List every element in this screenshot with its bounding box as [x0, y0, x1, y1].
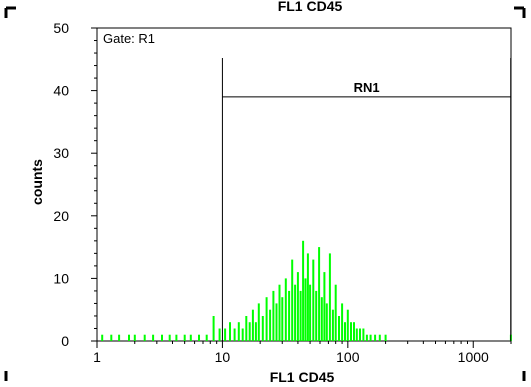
- histogram-bar: [315, 290, 318, 341]
- histogram-bar: [168, 334, 171, 341]
- histogram-bar: [254, 322, 257, 341]
- region-label: RN1: [354, 80, 380, 95]
- histogram-bar: [128, 334, 130, 341]
- histogram-bar: [291, 259, 294, 341]
- histogram-bar: [233, 328, 236, 341]
- histogram-bar: [306, 253, 309, 341]
- x-axis: 1 10 100 1000: [93, 341, 512, 365]
- y-tick-label: 40: [53, 83, 69, 99]
- histogram-bar: [299, 290, 302, 341]
- histogram-bar: [362, 328, 365, 341]
- y-tick-label: 10: [53, 270, 69, 286]
- histogram-bar: [378, 334, 381, 341]
- histogram-bar: [101, 334, 104, 341]
- histogram-bar: [304, 278, 307, 341]
- y-tick-label: 20: [53, 208, 69, 224]
- x-tick-label: 1000: [458, 349, 489, 365]
- histogram-bar: [344, 322, 346, 341]
- histogram-bar: [346, 309, 349, 341]
- y-axis: 0 10 20 30 40 50: [53, 20, 97, 349]
- histogram-bar: [312, 259, 315, 341]
- histogram-bar: [275, 303, 278, 341]
- y-tick-label: 0: [61, 333, 69, 349]
- histogram-bar: [224, 328, 227, 341]
- y-tick-label: 50: [53, 20, 69, 36]
- histogram-bar: [355, 328, 358, 341]
- histogram-bar: [296, 272, 299, 341]
- histogram-bar: [334, 284, 337, 341]
- histogram-bar: [212, 316, 215, 341]
- histogram-bar: [218, 328, 221, 341]
- histogram-bar: [353, 322, 355, 341]
- histogram-bar: [261, 316, 264, 341]
- histogram-bar: [320, 297, 323, 341]
- histogram-bar: [328, 253, 331, 341]
- histogram-bar: [294, 284, 297, 341]
- y-tick-label: 30: [53, 145, 69, 161]
- histogram-bar: [110, 334, 113, 341]
- histogram-bar: [257, 303, 260, 341]
- gate-label: Gate: R1: [103, 31, 155, 46]
- histogram-bar: [161, 334, 163, 341]
- histogram-bar: [269, 309, 272, 341]
- histogram-bar: [384, 334, 387, 341]
- x-tick-label: 100: [336, 349, 360, 365]
- histogram-bar: [245, 316, 248, 341]
- histogram-bar: [325, 303, 328, 341]
- histogram-bars: [101, 240, 512, 341]
- corner-marks: [4, 6, 526, 381]
- histogram-bar: [118, 334, 121, 341]
- histogram-bar: [272, 290, 275, 341]
- histogram-bar: [248, 322, 251, 341]
- chart-title: FL1 CD45: [278, 0, 343, 14]
- histogram-bar: [331, 309, 334, 341]
- histogram-bar: [350, 322, 352, 341]
- histogram-bar: [152, 334, 155, 341]
- histogram-bar: [229, 322, 231, 341]
- histogram-bar: [369, 334, 372, 341]
- histogram-bar: [302, 240, 305, 341]
- corner-mark-top-right: [514, 6, 526, 18]
- histogram-bar: [143, 334, 146, 341]
- y-axis-title: counts: [29, 159, 45, 205]
- histogram-bar: [359, 328, 361, 341]
- histogram-bar: [278, 284, 281, 341]
- histogram-bar: [281, 297, 284, 341]
- histogram-bar: [189, 334, 192, 341]
- x-tick-label: 1: [93, 349, 101, 365]
- histogram-bar: [309, 284, 312, 341]
- histogram-bar: [175, 334, 178, 341]
- histogram-bar: [237, 322, 240, 341]
- histogram-bar: [241, 328, 244, 341]
- histogram-bar: [338, 316, 340, 341]
- histogram-bar: [133, 334, 136, 341]
- histogram-bar: [365, 334, 368, 341]
- region-marker: RN1: [221, 58, 512, 341]
- x-axis-title: FL1 CD45: [270, 369, 335, 385]
- histogram-bar: [205, 334, 208, 341]
- corner-mark-top-left: [4, 6, 16, 18]
- histogram-bar: [183, 334, 186, 341]
- histogram-bar: [251, 309, 254, 341]
- histogram-bar: [198, 334, 200, 341]
- histogram-bar: [284, 278, 287, 341]
- histogram-bar: [318, 247, 321, 341]
- histogram-bar: [323, 272, 326, 341]
- x-tick-label: 10: [215, 349, 231, 365]
- histogram-bar: [341, 303, 344, 341]
- histogram-bar: [265, 297, 268, 341]
- histogram-bar: [288, 290, 291, 341]
- histogram-bar: [374, 334, 377, 341]
